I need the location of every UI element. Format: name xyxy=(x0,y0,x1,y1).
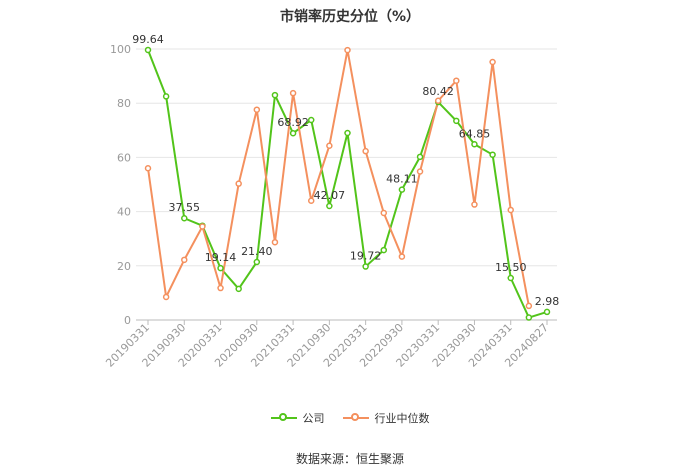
y-tick-label: 40 xyxy=(117,206,131,219)
data-point-0 xyxy=(162,93,170,100)
data-point-0 xyxy=(362,263,369,270)
data-point-0 xyxy=(289,129,297,137)
data-point-1 xyxy=(253,106,261,113)
data-point-1 xyxy=(489,58,496,66)
data-label: 64.85 xyxy=(459,127,491,140)
data-label: 21.40 xyxy=(241,245,273,258)
legend-label-industry-median: 行业中位数 xyxy=(374,412,430,425)
data-label: 42.07 xyxy=(314,189,346,202)
data-point-1 xyxy=(217,284,224,292)
data-point-0 xyxy=(144,46,152,54)
data-point-1 xyxy=(362,147,369,155)
data-label-layer: 99.64 37.55 19.14 21.40 68.92 42.07 19.72 48.11… xyxy=(132,33,559,308)
y-tick-label: 20 xyxy=(117,260,131,273)
data-point-0 xyxy=(235,285,242,293)
data-point-1 xyxy=(235,180,242,187)
legend: 公司 行业中位数 xyxy=(0,410,700,426)
data-point-0 xyxy=(344,129,351,137)
legend-item-company[interactable]: 公司 xyxy=(270,410,325,426)
data-label: 48.11 xyxy=(386,173,418,186)
legend-label-company: 公司 xyxy=(302,412,325,425)
data-point-0 xyxy=(253,258,261,266)
data-point-0 xyxy=(453,117,460,125)
series-layer xyxy=(144,46,551,321)
data-point-1 xyxy=(181,256,188,264)
data-point-1 xyxy=(344,46,351,54)
data-label: 19.72 xyxy=(350,250,382,263)
y-tick-label: 60 xyxy=(117,151,131,164)
data-point-0 xyxy=(380,246,388,254)
data-point-0 xyxy=(416,153,424,161)
data-point-0 xyxy=(471,141,478,148)
data-point-0 xyxy=(398,186,406,193)
chart-title: 市销率历史分位（%） xyxy=(279,9,421,25)
data-point-0 xyxy=(326,202,333,210)
data-label: 19.14 xyxy=(205,251,237,264)
data-point-0 xyxy=(489,151,496,158)
legend-swatch-company xyxy=(270,412,297,424)
series-line-0 xyxy=(147,49,548,319)
data-point-1 xyxy=(289,89,297,97)
data-point-1 xyxy=(507,206,514,214)
data-point-1 xyxy=(398,253,406,260)
legend-swatch-industry-median xyxy=(342,412,369,424)
data-point-1 xyxy=(199,223,206,230)
data-point-1 xyxy=(271,238,279,246)
data-point-0 xyxy=(543,308,551,316)
data-point-0 xyxy=(307,116,315,124)
legend-item-industry-median[interactable]: 行业中位数 xyxy=(342,410,430,426)
data-label: 99.64 xyxy=(132,33,164,46)
y-tick-label: 80 xyxy=(117,97,131,110)
data-point-1 xyxy=(380,209,388,217)
data-point-1 xyxy=(144,164,152,172)
data-point-1 xyxy=(434,97,442,105)
data-point-1 xyxy=(326,142,333,149)
data-point-1 xyxy=(162,293,170,301)
y-tick-label: 100 xyxy=(110,43,131,56)
data-source: 数据来源：恒生聚源 xyxy=(295,452,404,466)
data-label: 68.92 xyxy=(277,116,309,129)
data-point-0 xyxy=(217,264,224,272)
data-point-0 xyxy=(181,214,188,222)
data-point-0 xyxy=(507,274,514,282)
data-point-0 xyxy=(271,91,279,99)
series-line-1 xyxy=(147,49,530,307)
data-point-1 xyxy=(453,77,460,84)
data-point-1 xyxy=(525,302,533,310)
y-tick-label: 0 xyxy=(124,314,131,327)
data-label: 80.42 xyxy=(422,85,454,98)
data-point-1 xyxy=(471,201,478,208)
data-label: 15.50 xyxy=(495,261,527,274)
data-label: 37.55 xyxy=(169,201,201,214)
data-point-1 xyxy=(416,168,424,175)
data-point-0 xyxy=(525,314,533,321)
data-point-1 xyxy=(307,197,315,205)
data-label: 2.98 xyxy=(535,295,560,308)
